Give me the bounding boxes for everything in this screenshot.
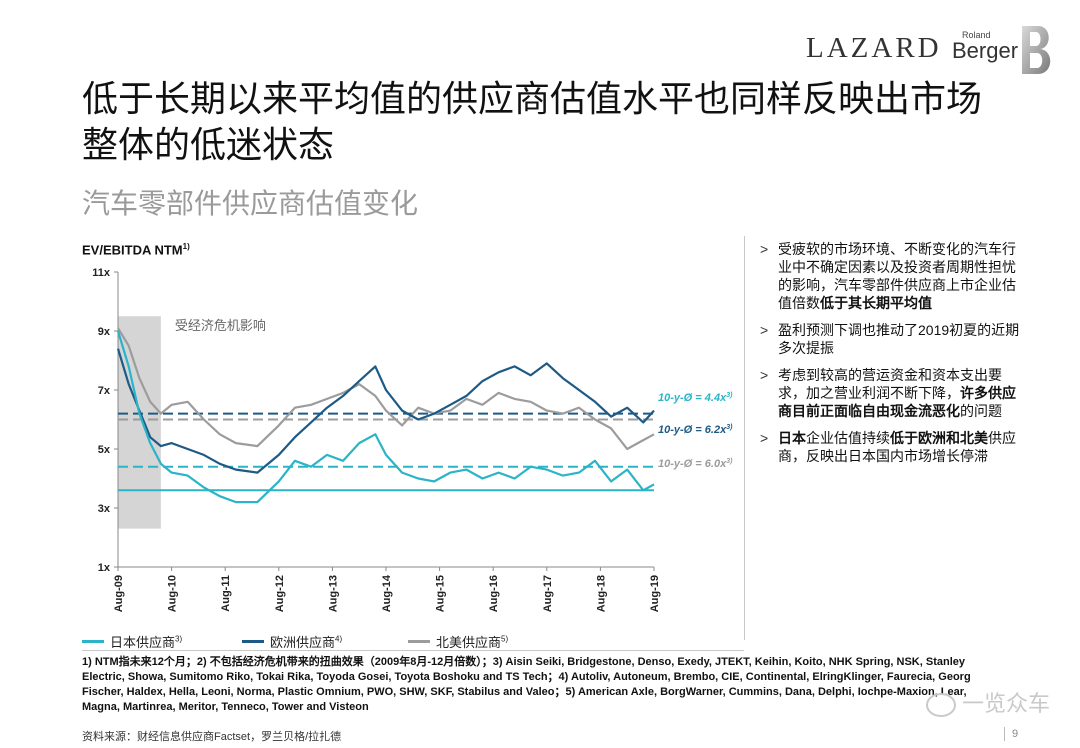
x-tick-label: Aug-17 [542, 575, 554, 612]
source-note: 资料来源：财经信息供应商Factset，罗兰贝格/拉扎德 [82, 731, 342, 743]
finding-text: 供应商，反映出日本国内市场增长停滞 [778, 430, 1016, 464]
finding-item: 日本企业估值持续低于欧洲和北美供应商，反映出日本国内市场增长停滞 [758, 429, 1028, 465]
legend-swatch [82, 640, 104, 643]
y-tick-label: 5x [98, 444, 111, 456]
finding-text: 考虑到较高的营运资金和资本支出要求，加之营业利润不断下降， [778, 367, 1002, 401]
x-tick-label: Aug-14 [381, 574, 393, 612]
key-findings-list: 受疲软的市场环境、不断变化的汽车行业中不确定因素以及投资者周期性担忧的影响，汽车… [758, 240, 1028, 474]
finding-emphasis: 日本 [778, 430, 806, 446]
crisis-band-label: 受经济危机影响 [175, 318, 266, 333]
legend-label-text: 日本供应商 [110, 635, 176, 650]
finding-item: 盈利预测下调也推动了2019初夏的近期多次提振 [758, 321, 1028, 357]
finding-item: 受疲软的市场环境、不断变化的汽车行业中不确定因素以及投资者周期性担忧的影响，汽车… [758, 240, 1028, 312]
series-line [117, 327, 655, 451]
finding-text: 盈利预测下调也推动了2019初夏的近期多次提振 [778, 322, 1020, 356]
y-tick-label: 11x [92, 267, 111, 279]
watermark-text: 一览众车 [962, 691, 1051, 716]
chart-y-label-text: EV/EBITDA NTM [82, 242, 183, 258]
legend-swatch [242, 640, 264, 643]
page-number-separator [1004, 727, 1005, 741]
x-tick-label: Aug-15 [435, 575, 447, 612]
x-tick-label: Aug-12 [274, 575, 286, 612]
y-tick-label: 7x [98, 385, 111, 397]
legend-label-sup: 4) [335, 634, 343, 644]
x-tick-label: Aug-18 [595, 575, 607, 612]
page-subtitle: 汽车零部件供应商估值变化 [82, 188, 419, 219]
page-title: 低于长期以来平均值的供应商估值水平也同样反映出市场整体的低迷状态 [82, 78, 983, 165]
series-line [116, 348, 655, 474]
finding-text: 的问题 [960, 403, 1002, 419]
finding-emphasis: 许多供应商目前正面临自由现金流恶化 [778, 385, 1016, 419]
x-tick-label: Aug-16 [488, 575, 500, 612]
berger-logo-text: Berger [952, 38, 1019, 63]
crisis-band [118, 316, 161, 529]
average-label-sup: 3) [726, 392, 733, 399]
x-tick-label: Aug-11 [220, 575, 232, 612]
finding-emphasis: 低于欧洲和北美 [890, 430, 988, 446]
finding-emphasis: 低于其长期平均值 [820, 295, 932, 311]
footnote-divider [82, 650, 744, 651]
legend-label: 日本供应商3) [110, 632, 182, 651]
average-label: 10-y-Ø = 6.2x3) [658, 424, 733, 436]
x-tick-label: Aug-13 [327, 575, 339, 612]
x-tick-label: Aug-09 [113, 575, 125, 612]
average-label: 10-y-Ø = 4.4x3) [658, 392, 733, 404]
chart-y-label: EV/EBITDA NTM1) [82, 242, 190, 257]
legend-label-sup: 5) [501, 634, 509, 644]
average-label-text: 10-y-Ø = 6.2x [658, 424, 727, 436]
legend-label-text: 欧洲供应商 [270, 635, 336, 650]
average-label-sup: 3) [726, 424, 733, 431]
finding-item: 考虑到较高的营运资金和资本支出要求，加之营业利润不断下降，许多供应商目前正面临自… [758, 366, 1028, 420]
legend-label: 北美供应商5) [436, 632, 508, 651]
legend-label: 欧洲供应商4) [270, 632, 342, 651]
wechat-icon [926, 693, 956, 718]
footnotes: 1) NTM指未来12个月；2) 不包括经济危机带来的扭曲效果（2009年8月-… [82, 656, 971, 713]
x-tick-label: Aug-10 [167, 575, 179, 612]
chart-y-label-sup: 1) [182, 242, 190, 251]
legend-swatch [408, 640, 430, 643]
lazard-logo: LAZARD [806, 32, 942, 64]
roland-logo-text: Roland [962, 30, 991, 40]
average-label-sup: 3) [726, 458, 733, 465]
average-label: 10-y-Ø = 6.0x3) [658, 458, 733, 470]
y-tick-label: 1x [98, 562, 111, 574]
finding-text: 企业估值持续 [806, 430, 890, 446]
average-label-text: 10-y-Ø = 4.4x [658, 392, 727, 404]
watermark: 一览众车 [926, 686, 1050, 718]
series-line [116, 330, 655, 504]
x-tick-label: Aug-19 [649, 575, 661, 612]
y-tick-label: 9x [98, 326, 111, 338]
legend-label-text: 北美供应商 [436, 635, 502, 650]
roland-berger-b-icon [1022, 26, 1051, 74]
column-divider [744, 236, 745, 640]
legend-label-sup: 3) [175, 634, 183, 644]
y-tick-label: 3x [98, 503, 111, 515]
page-number: 9 [1012, 728, 1019, 740]
finding-text: 受疲软的市场环境、不断变化的汽车行业中不确定因素以及投资者周期性担忧的影响，汽车… [778, 241, 1016, 311]
average-label-text: 10-y-Ø = 6.0x [658, 458, 727, 470]
